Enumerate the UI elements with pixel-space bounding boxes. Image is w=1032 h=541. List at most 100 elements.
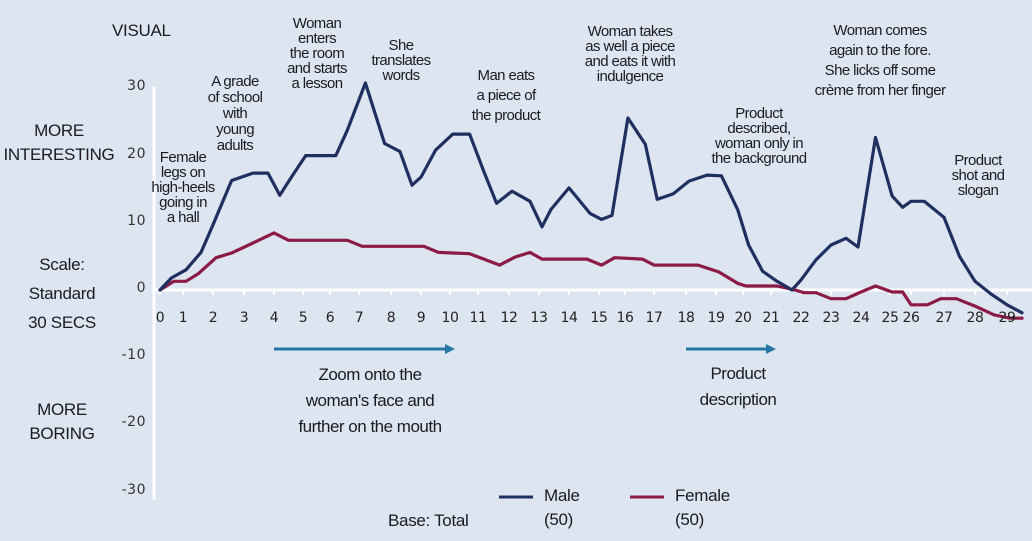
data-point-female: [652, 263, 656, 267]
x-tick-label: 23: [822, 310, 840, 326]
data-point-male: [398, 150, 402, 154]
data-point-male: [856, 245, 860, 249]
data-point-male: [890, 194, 894, 198]
y-tick-label: 0: [136, 280, 146, 296]
data-point-female: [451, 251, 455, 255]
data-point-female: [360, 244, 364, 248]
data-point-female: [513, 255, 517, 259]
data-point-female: [540, 257, 544, 261]
data-point-female: [287, 238, 290, 242]
legend-male-name: Male: [544, 486, 580, 505]
data-point-female: [874, 284, 877, 288]
data-point-male: [549, 208, 553, 211]
x-tick-label: 18: [677, 310, 695, 326]
data-point-female: [909, 303, 913, 307]
scale-line-1: Scale:: [39, 255, 85, 274]
y-tick-label: -20: [121, 414, 146, 431]
data-point-female: [1020, 316, 1024, 320]
data-point-female: [901, 290, 904, 294]
data-point-male: [510, 189, 514, 193]
x-tick-label: 12: [500, 310, 518, 326]
data-point-female: [422, 244, 426, 248]
data-point-female: [184, 279, 188, 283]
data-point-male: [540, 225, 544, 229]
data-point-female: [992, 313, 996, 317]
annotation-woman-takes-piece: Woman takes as well a piece and eats it …: [584, 23, 676, 85]
x-tick-label: 4: [269, 310, 279, 326]
data-point-female: [926, 303, 929, 307]
data-point-male: [814, 258, 818, 262]
x-tick-label: 25: [881, 310, 899, 326]
scale-line-2: Standard: [28, 284, 96, 303]
annotation-woman-enters: Woman enters the room and starts a lesso…: [287, 15, 347, 92]
phase-arrow-head: [766, 344, 776, 354]
data-point-male: [687, 179, 691, 183]
data-point-female: [890, 290, 894, 294]
data-point-male: [419, 175, 423, 179]
data-point-male: [799, 278, 803, 282]
data-point-female: [498, 263, 502, 267]
data-point-male: [266, 171, 270, 175]
legend-item-female: Female (50): [675, 484, 730, 532]
data-point-male: [158, 288, 162, 292]
annotation-grade-of-school-text: A grade of school with young adults: [207, 73, 263, 154]
x-tick-label: 19: [707, 310, 725, 326]
data-point-male: [184, 268, 188, 272]
data-point-male: [909, 199, 913, 203]
annotation-man-eats: Man eats a piece of the product: [471, 67, 541, 124]
data-point-female: [172, 279, 176, 283]
legend-female-count: (50): [675, 510, 705, 529]
series-line-male: [158, 81, 1024, 315]
scale-line-3: 30 SECS: [28, 313, 96, 332]
data-point-female: [696, 263, 700, 267]
data-point-female: [272, 231, 276, 235]
data-point-male: [346, 128, 349, 132]
data-point-male: [410, 183, 414, 187]
scale-label: Scale: Standard 30 SECS: [0, 250, 124, 337]
data-point-female: [736, 281, 739, 285]
data-point-male: [973, 279, 977, 283]
data-point-male: [736, 208, 739, 211]
data-point-male: [588, 212, 592, 215]
data-point-female: [973, 304, 977, 308]
series-points-male: [158, 81, 1024, 315]
more-interesting-label: MORE INTERESTING: [0, 119, 118, 167]
data-point-female: [814, 291, 818, 295]
series-line-female: [158, 231, 1024, 320]
more-boring-line-2: BORING: [29, 424, 95, 443]
data-point-male: [468, 132, 471, 136]
x-tick-label: 13: [530, 310, 548, 326]
chart-title: VISUAL: [112, 21, 171, 40]
data-point-male: [211, 223, 215, 227]
data-point-male: [528, 199, 532, 203]
data-point-male: [790, 288, 794, 292]
data-point-male: [922, 199, 926, 203]
annotation-product-shot: Product shot and slogan: [951, 152, 1005, 199]
data-point-female: [744, 284, 748, 288]
data-point-male: [364, 81, 367, 85]
data-point-male: [230, 179, 234, 182]
more-interesting-line-1: MORE: [34, 121, 84, 140]
data-point-female: [251, 241, 255, 245]
data-point-male: [495, 201, 498, 205]
x-tick-label: 5: [298, 310, 308, 326]
data-point-male: [304, 154, 308, 158]
data-point-female: [437, 251, 440, 254]
data-point-female: [528, 251, 532, 254]
x-tick-label: 22: [792, 310, 810, 326]
data-point-female: [346, 238, 349, 242]
phase-arrows: [274, 344, 776, 354]
annotation-product-described: Product described, woman only in the bac…: [711, 105, 807, 167]
series-points-female: [158, 231, 1024, 320]
data-point-male: [451, 132, 455, 136]
x-tick-label: 28: [966, 310, 984, 326]
data-point-male: [705, 173, 709, 177]
phase-arrow-head: [445, 344, 455, 354]
x-tick-label: 7: [354, 310, 364, 326]
data-point-male: [600, 218, 603, 221]
x-tick-label: 17: [645, 310, 663, 326]
more-boring-line-1: MORE: [37, 400, 87, 419]
x-tick-label: 15: [590, 310, 608, 326]
data-point-male: [1020, 311, 1024, 315]
